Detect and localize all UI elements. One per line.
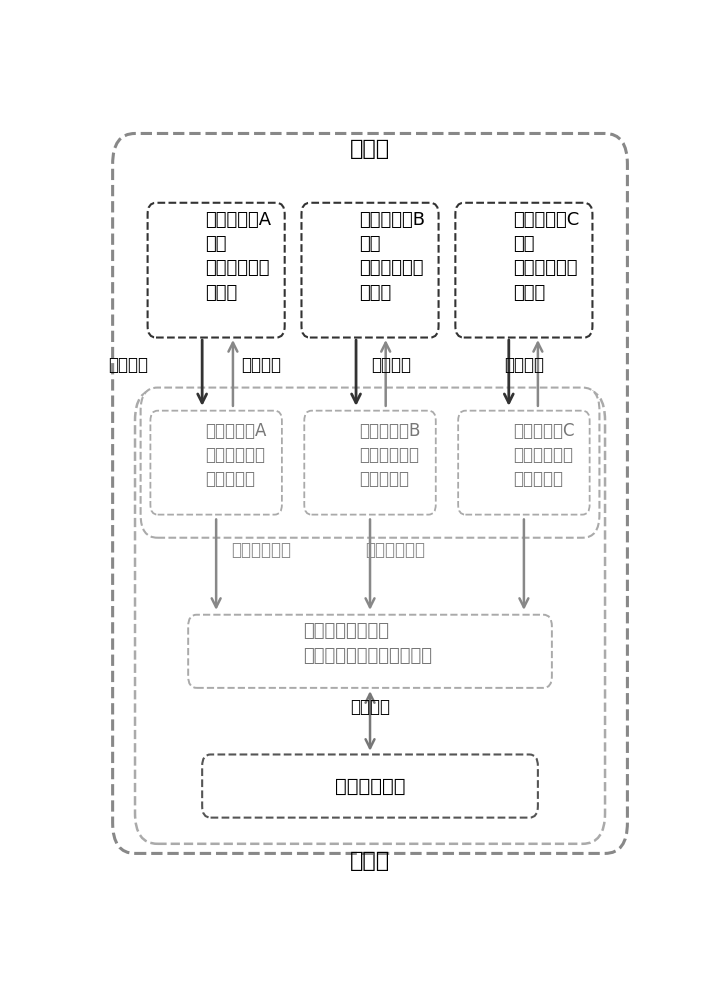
Text: 主体：联盟微电网
目标：联盟微电网利润最高: 主体：联盟微电网 目标：联盟微电网利润最高 [303, 622, 432, 665]
FancyBboxPatch shape [456, 203, 593, 338]
Text: 主体：微网A
目标：微网最
佳发能情况: 主体：微网A 目标：微网最 佳发能情况 [205, 422, 266, 488]
FancyBboxPatch shape [304, 411, 436, 515]
FancyBboxPatch shape [202, 754, 538, 818]
Text: 主体：微网C
目标：微网最
佳发能情况: 主体：微网C 目标：微网最 佳发能情况 [513, 422, 574, 488]
Text: 主体：微网B
用户
目标：最佳综
合效益: 主体：微网B 用户 目标：最佳综 合效益 [359, 211, 425, 302]
Text: 阶段一: 阶段一 [350, 139, 390, 159]
FancyBboxPatch shape [302, 203, 438, 338]
Text: 微网能价: 微网能价 [241, 356, 281, 374]
FancyBboxPatch shape [188, 615, 552, 688]
FancyBboxPatch shape [113, 133, 627, 853]
Text: 主体：微网C
用户
目标：最佳综
合效益: 主体：微网C 用户 目标：最佳综 合效益 [513, 211, 579, 302]
FancyBboxPatch shape [135, 390, 605, 844]
Text: 电能产销情况: 电能产销情况 [231, 541, 291, 559]
Text: 主体：微网B
目标：微网最
佳发能情况: 主体：微网B 目标：微网最 佳发能情况 [359, 422, 420, 488]
Text: 主体：微网A
用户
目标：最佳综
合效益: 主体：微网A 用户 目标：最佳综 合效益 [205, 211, 271, 302]
Text: 电能产销情况: 电能产销情况 [365, 541, 425, 559]
Text: 共享储能系统: 共享储能系统 [335, 777, 405, 796]
Text: 用能情况: 用能情况 [108, 356, 148, 374]
FancyBboxPatch shape [141, 388, 599, 538]
FancyBboxPatch shape [147, 203, 284, 338]
Text: 阶段二: 阶段二 [350, 851, 390, 871]
Text: 用能情况: 用能情况 [371, 356, 412, 374]
Text: 微网能价: 微网能价 [504, 356, 544, 374]
FancyBboxPatch shape [458, 411, 590, 515]
Text: 电能交互: 电能交互 [350, 698, 390, 716]
FancyBboxPatch shape [150, 411, 282, 515]
